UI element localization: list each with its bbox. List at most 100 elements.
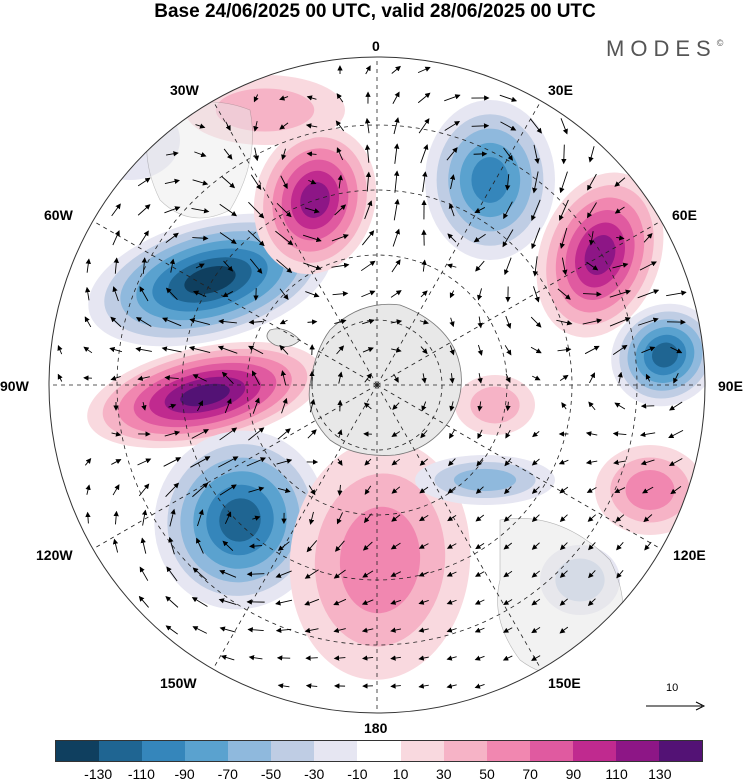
wind-arrow [609,289,632,298]
wind-arrow [421,373,427,384]
wind-arrow [499,94,518,102]
wind-arrow [477,373,483,384]
wind-arrow [503,257,512,276]
wind-arrow [281,397,288,414]
wind-arrow [612,262,629,269]
wind-arrow [57,345,63,355]
wind-arrow [503,542,513,550]
wind-arrow [363,513,372,524]
wind-arrow [393,198,400,221]
wind-arrow [500,121,517,131]
wind-arrow [561,144,567,165]
wind-arrow [192,567,207,581]
wind-arrow [166,151,179,157]
wind-arrow [531,458,540,466]
wind-arrow [139,286,149,302]
anomaly-contour [180,383,230,407]
wind-arrow [422,171,428,192]
wind-arrow [474,207,486,213]
map-title: Base 24/06/2025 00 UTC, valid 28/06/2025… [154,1,596,22]
wind-arrow [302,234,322,243]
wind-arrow [57,373,63,382]
wind-arrow [111,203,121,217]
wind-arrow [253,121,259,132]
meridian-line [212,100,378,386]
wind-arrow [364,485,372,495]
wind-arrow [587,202,597,219]
wind-arrow [392,228,400,247]
wind-arrow [305,291,320,298]
wind-arrow [280,370,287,386]
wind-arrow [556,319,573,326]
wind-arrow [420,144,429,164]
anomaly-contour [470,386,520,424]
colorbar-tick-label: -10 [347,766,368,782]
wind-arrow [473,233,486,243]
wind-arrow [637,289,660,299]
wind-arrow [475,486,484,494]
wind-arrow [588,146,595,163]
wind-arrow [248,201,265,219]
wind-arrow [531,570,540,578]
wind-arrow [391,514,401,522]
copyright-mark: © [716,37,724,48]
wind-arrow [161,346,182,353]
wind-arrow [217,345,238,354]
wind-arrow [585,459,598,465]
wind-arrow [447,514,457,522]
wind-arrow [390,683,401,689]
wind-arrow [475,542,485,550]
wind-arrow [362,655,374,661]
wind-arrow [390,655,401,661]
wind-arrow [306,540,318,553]
wind-arrow [364,373,372,383]
wind-arrow [222,540,234,552]
wind-arrow [393,117,400,135]
lon-label-90w: 90W [0,378,29,394]
wind-arrow [305,123,318,129]
wind-arrow [246,571,265,577]
latitude-circle [311,319,443,451]
wind-arrow [420,290,428,298]
wind-arrow [586,261,599,271]
wind-arrow [475,514,485,522]
colorbar-swatch [314,741,358,761]
anomaly-contour [471,157,509,203]
wind-arrow [421,259,427,272]
wind-arrow [391,486,401,494]
colorbar-swatch [357,741,401,761]
wind-arrow [561,402,567,410]
anomaly-contour [339,506,421,614]
wind-arrow [559,374,569,382]
wind-arrow [645,373,651,382]
wind-arrow [447,233,457,243]
colorbar-tick-label: 10 [392,766,409,782]
wind-arrow [113,257,119,274]
wind-arrow [616,235,625,241]
colorbar-swatch [486,741,530,761]
polar-map [48,56,706,714]
wind-arrow [113,510,119,525]
wind-arrow [446,683,457,689]
wind-arrow [391,259,401,273]
wind-arrow [135,317,152,327]
wind-arrow [641,346,656,354]
wind-arrow [336,147,344,161]
wind-arrow [503,147,514,161]
wind-arrow [419,458,428,466]
wind-arrow [446,627,457,633]
wind-arrow [276,458,293,465]
wind-arrow [306,95,317,101]
colorbar-tick-label: 50 [479,766,495,782]
wind-arrow [220,654,235,661]
wind-arrow [444,120,461,131]
colorbar-swatch [56,741,100,761]
colorbar-tick-label: -70 [217,766,238,782]
wind-arrow [449,401,455,412]
wind-arrow [559,171,568,194]
wind-arrow [474,655,485,661]
wind-arrow [275,570,292,578]
wind-arrow [614,487,626,493]
wind-arrow [588,401,596,411]
wind-arrow [561,257,568,276]
